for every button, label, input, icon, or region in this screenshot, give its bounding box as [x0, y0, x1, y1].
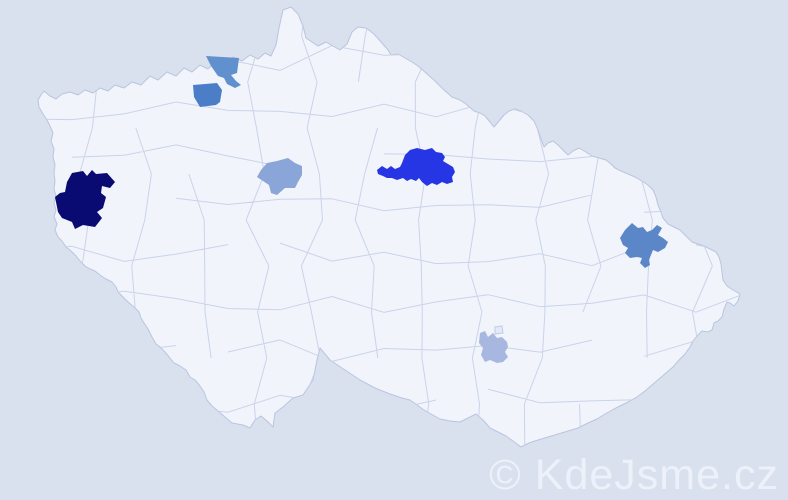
highlighted-district-central-bohemia — [257, 158, 302, 195]
highlighted-district-north-moravia — [620, 223, 668, 268]
highlighted-district-northwest-lower — [193, 83, 222, 107]
highlighted-district-south-moravia — [479, 331, 508, 363]
highlighted-district-east-bohemia — [377, 148, 455, 186]
tiny-district-enclave — [494, 325, 504, 335]
highlighted-district-northwest-upper — [206, 56, 241, 88]
watermark: © KdeJsme.cz — [489, 451, 779, 499]
country-outline — [37, 6, 741, 448]
highlighted-district-west-bohemia — [55, 170, 115, 229]
